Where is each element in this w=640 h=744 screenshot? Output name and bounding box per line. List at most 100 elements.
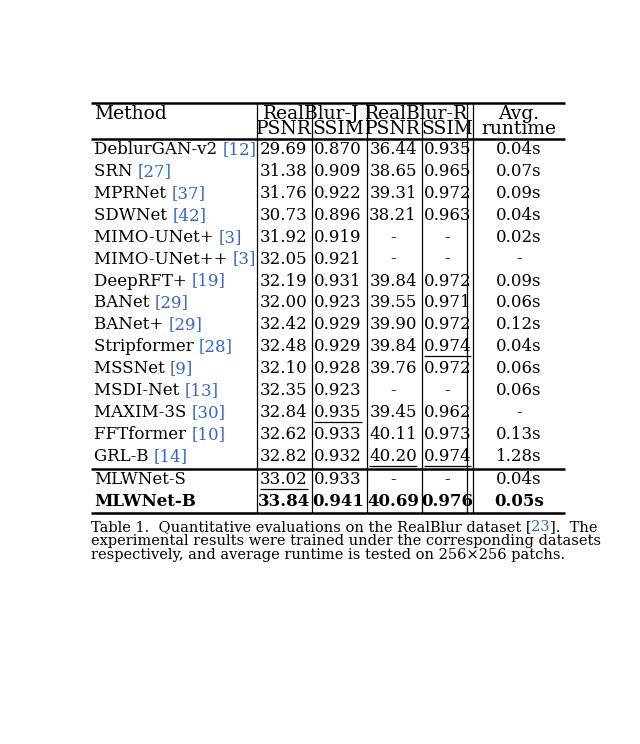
Text: -: -	[445, 251, 450, 268]
Text: MLWNet-B: MLWNet-B	[94, 493, 196, 510]
Text: 0.04s: 0.04s	[496, 339, 541, 356]
Text: 39.84: 39.84	[369, 339, 417, 356]
Text: [9]: [9]	[170, 360, 193, 377]
Text: 32.05: 32.05	[260, 251, 308, 268]
Text: 0.06s: 0.06s	[496, 382, 541, 400]
Text: 0.922: 0.922	[314, 185, 362, 202]
Text: 0.919: 0.919	[314, 228, 362, 246]
Text: [14]: [14]	[154, 448, 188, 465]
Text: DeblurGAN-v2: DeblurGAN-v2	[94, 141, 222, 158]
Text: 39.45: 39.45	[369, 404, 417, 421]
Text: [3]: [3]	[233, 251, 256, 268]
Text: 30.73: 30.73	[260, 207, 308, 224]
Text: 0.06s: 0.06s	[496, 360, 541, 377]
Text: 38.65: 38.65	[369, 163, 417, 180]
Text: 0.972: 0.972	[424, 272, 471, 289]
Text: 0.09s: 0.09s	[496, 185, 541, 202]
Text: 39.90: 39.90	[369, 316, 417, 333]
Text: BANet: BANet	[94, 295, 155, 312]
Text: MIMO-UNet+: MIMO-UNet+	[94, 228, 219, 246]
Text: 0.923: 0.923	[314, 382, 362, 400]
Text: 39.31: 39.31	[369, 185, 417, 202]
Text: 0.909: 0.909	[314, 163, 362, 180]
Text: 32.82: 32.82	[260, 448, 308, 465]
Text: Table 1.  Quantitative evaluations on the RealBlur dataset [: Table 1. Quantitative evaluations on the…	[91, 520, 531, 534]
Text: 0.13s: 0.13s	[496, 426, 541, 443]
Text: 0.07s: 0.07s	[496, 163, 541, 180]
Text: [42]: [42]	[172, 207, 206, 224]
Text: BANet+: BANet+	[94, 316, 168, 333]
Text: -: -	[390, 382, 396, 400]
Text: 0.02s: 0.02s	[496, 228, 541, 246]
Text: DeepRFT+: DeepRFT+	[94, 272, 192, 289]
Text: Avg.: Avg.	[498, 105, 540, 123]
Text: 0.896: 0.896	[314, 207, 362, 224]
Text: 33.02: 33.02	[260, 471, 308, 487]
Text: MSDI-Net: MSDI-Net	[94, 382, 184, 400]
Text: 0.933: 0.933	[314, 426, 362, 443]
Text: 0.06s: 0.06s	[496, 295, 541, 312]
Text: 32.10: 32.10	[260, 360, 308, 377]
Text: 0.931: 0.931	[314, 272, 362, 289]
Text: 0.973: 0.973	[424, 426, 471, 443]
Text: GRL-B: GRL-B	[94, 448, 154, 465]
Text: 0.933: 0.933	[314, 471, 362, 487]
Text: 0.04s: 0.04s	[496, 207, 541, 224]
Text: SDWNet: SDWNet	[94, 207, 172, 224]
Text: 0.935: 0.935	[314, 404, 362, 421]
Text: runtime: runtime	[481, 120, 556, 138]
Text: MLWNet-S: MLWNet-S	[94, 471, 186, 487]
Text: SSIM: SSIM	[312, 120, 364, 138]
Text: 32.42: 32.42	[260, 316, 308, 333]
Text: -: -	[390, 228, 396, 246]
Text: [13]: [13]	[184, 382, 218, 400]
Text: 0.932: 0.932	[314, 448, 362, 465]
Text: 36.44: 36.44	[369, 141, 417, 158]
Text: 29.69: 29.69	[260, 141, 307, 158]
Text: 40.69: 40.69	[367, 493, 419, 510]
Text: 32.19: 32.19	[260, 272, 308, 289]
Text: 0.929: 0.929	[314, 316, 362, 333]
Text: RealBlur-R: RealBlur-R	[365, 105, 468, 123]
Text: Stripformer: Stripformer	[94, 339, 199, 356]
Text: PSNR: PSNR	[365, 120, 421, 138]
Text: [29]: [29]	[155, 295, 188, 312]
Text: SRN: SRN	[94, 163, 138, 180]
Text: 0.962: 0.962	[424, 404, 471, 421]
Text: [10]: [10]	[191, 426, 225, 443]
Text: SSIM: SSIM	[421, 120, 474, 138]
Text: 32.62: 32.62	[260, 426, 308, 443]
Text: 0.971: 0.971	[424, 295, 471, 312]
Text: 23: 23	[531, 520, 550, 534]
Text: 0.974: 0.974	[424, 448, 471, 465]
Text: MPRNet: MPRNet	[94, 185, 172, 202]
Text: [37]: [37]	[172, 185, 205, 202]
Text: 32.35: 32.35	[260, 382, 308, 400]
Text: 0.09s: 0.09s	[496, 272, 541, 289]
Text: 0.972: 0.972	[424, 316, 471, 333]
Text: 0.965: 0.965	[424, 163, 471, 180]
Text: [29]: [29]	[168, 316, 202, 333]
Text: 39.84: 39.84	[369, 272, 417, 289]
Text: 31.38: 31.38	[260, 163, 308, 180]
Text: MIMO-UNet++: MIMO-UNet++	[94, 251, 233, 268]
Text: RealBlur-J: RealBlur-J	[264, 105, 360, 123]
Text: 1.28s: 1.28s	[496, 448, 541, 465]
Text: 0.929: 0.929	[314, 339, 362, 356]
Text: 0.935: 0.935	[424, 141, 471, 158]
Text: [30]: [30]	[191, 404, 225, 421]
Text: 0.976: 0.976	[421, 493, 474, 510]
Text: 0.12s: 0.12s	[496, 316, 541, 333]
Text: 38.21: 38.21	[369, 207, 417, 224]
Text: 32.84: 32.84	[260, 404, 308, 421]
Text: 0.941: 0.941	[312, 493, 364, 510]
Text: -: -	[445, 471, 450, 487]
Text: 32.48: 32.48	[260, 339, 308, 356]
Text: 0.972: 0.972	[424, 360, 471, 377]
Text: 40.20: 40.20	[369, 448, 417, 465]
Text: 40.11: 40.11	[369, 426, 417, 443]
Text: 33.84: 33.84	[258, 493, 310, 510]
Text: [27]: [27]	[138, 163, 172, 180]
Text: -: -	[516, 251, 522, 268]
Text: 31.92: 31.92	[260, 228, 308, 246]
